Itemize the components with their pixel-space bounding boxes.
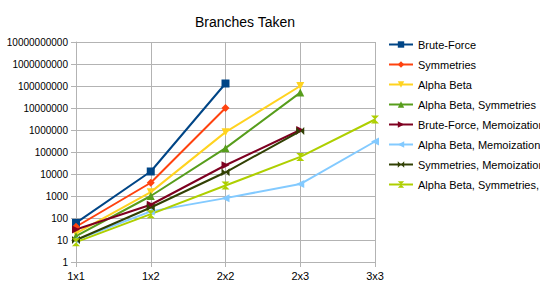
svg-text:Alpha Beta, Symmetries: Alpha Beta, Symmetries xyxy=(418,99,536,111)
svg-text:1000000: 1000000 xyxy=(29,125,68,136)
svg-text:Alpha Beta, Symmetries, Memoiz: Alpha Beta, Symmetries, Memoization xyxy=(418,179,540,191)
svg-text:Symmetries: Symmetries xyxy=(418,59,477,71)
svg-text:1: 1 xyxy=(62,257,68,268)
svg-text:Symmetries, Memoization: Symmetries, Memoization xyxy=(418,159,540,171)
svg-text:10000000: 10000000 xyxy=(24,103,69,114)
svg-text:Alpha Beta: Alpha Beta xyxy=(418,79,473,91)
svg-text:3x3: 3x3 xyxy=(366,270,384,282)
svg-text:10000: 10000 xyxy=(40,169,68,180)
svg-text:1000000000: 1000000000 xyxy=(12,59,68,70)
svg-text:10: 10 xyxy=(57,235,69,246)
svg-text:100: 100 xyxy=(51,213,68,224)
svg-text:1000: 1000 xyxy=(46,191,69,202)
svg-text:1x2: 1x2 xyxy=(142,270,160,282)
svg-text:100000000: 100000000 xyxy=(18,81,68,92)
svg-text:10000000000: 10000000000 xyxy=(7,37,69,48)
svg-text:100000: 100000 xyxy=(35,147,69,158)
svg-text:1x1: 1x1 xyxy=(67,270,85,282)
svg-text:Branches Taken: Branches Taken xyxy=(195,14,295,30)
svg-text:Alpha Beta, Memoization: Alpha Beta, Memoization xyxy=(418,139,540,151)
svg-text:Brute-Force: Brute-Force xyxy=(418,39,476,51)
svg-text:2x3: 2x3 xyxy=(291,270,309,282)
svg-text:2x2: 2x2 xyxy=(217,270,235,282)
svg-text:Brute-Force, Memoization: Brute-Force, Memoization xyxy=(418,119,540,131)
